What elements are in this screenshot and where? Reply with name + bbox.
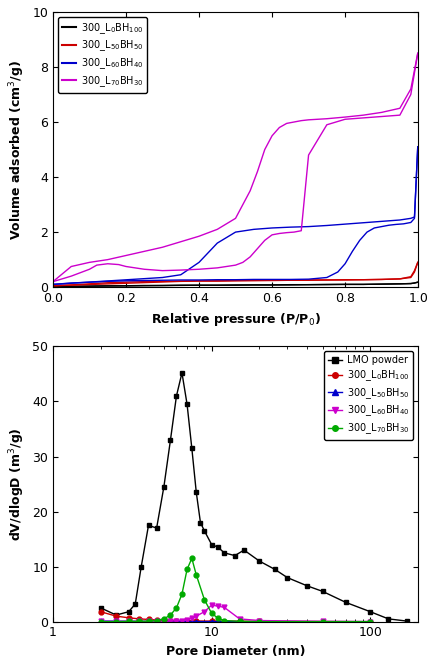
Y-axis label: Volume adsorbed (cm$^3$/g): Volume adsorbed (cm$^3$/g) xyxy=(7,59,26,239)
X-axis label: Pore Diameter (nm): Pore Diameter (nm) xyxy=(165,645,305,658)
Y-axis label: dV/dlogD (m$^3$/g): dV/dlogD (m$^3$/g) xyxy=(7,427,26,541)
Legend: LMO powder, 300_L$_0$BH$_{100}$, 300_L$_{50}$BH$_{50}$, 300_L$_{60}$BH$_{40}$, 3: LMO powder, 300_L$_0$BH$_{100}$, 300_L$_… xyxy=(323,351,412,440)
Legend: 300_L$_0$BH$_{100}$, 300_L$_{50}$BH$_{50}$, 300_L$_{60}$BH$_{40}$, 300_L$_{70}$B: 300_L$_0$BH$_{100}$, 300_L$_{50}$BH$_{50… xyxy=(58,17,147,92)
X-axis label: Relative pressure (P/P$_0$): Relative pressure (P/P$_0$) xyxy=(150,311,320,328)
